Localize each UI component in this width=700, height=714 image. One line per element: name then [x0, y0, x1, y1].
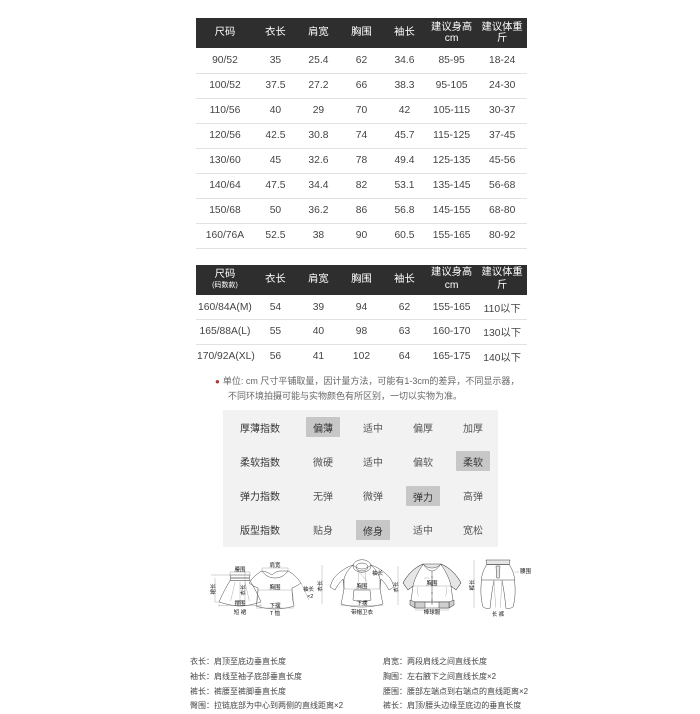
svg-text:肩宽: 肩宽 [269, 561, 281, 569]
svg-text:短 裙: 短 裙 [234, 608, 247, 616]
svg-text:裙长: 裙长 [209, 583, 217, 595]
svg-text:×2: ×2 [307, 594, 313, 600]
svg-text:衣长: 衣长 [316, 580, 324, 592]
svg-text:腰围: 腰围 [520, 568, 532, 575]
svg-text:胸围: 胸围 [426, 579, 438, 587]
svg-text:胸围: 胸围 [356, 582, 368, 590]
svg-text:袖长: 袖长 [372, 569, 384, 577]
svg-text:T 恤: T 恤 [270, 609, 281, 617]
svg-text:下摆: 下摆 [356, 599, 368, 607]
svg-text:衣长: 衣长 [239, 584, 247, 596]
svg-text:长 裤: 长 裤 [492, 610, 505, 618]
svg-text:衣长: 衣长 [392, 581, 400, 593]
svg-text:带帽卫衣: 带帽卫衣 [351, 608, 374, 616]
svg-text:袖长: 袖长 [303, 585, 315, 593]
svg-text:摆围: 摆围 [234, 599, 246, 607]
svg-text:胸围: 胸围 [269, 583, 281, 591]
svg-text:腰围: 腰围 [234, 567, 246, 574]
svg-text:棒球服: 棒球服 [424, 608, 441, 616]
svg-text:裤长: 裤长 [468, 579, 476, 591]
svg-text:下摆: 下摆 [269, 602, 281, 610]
